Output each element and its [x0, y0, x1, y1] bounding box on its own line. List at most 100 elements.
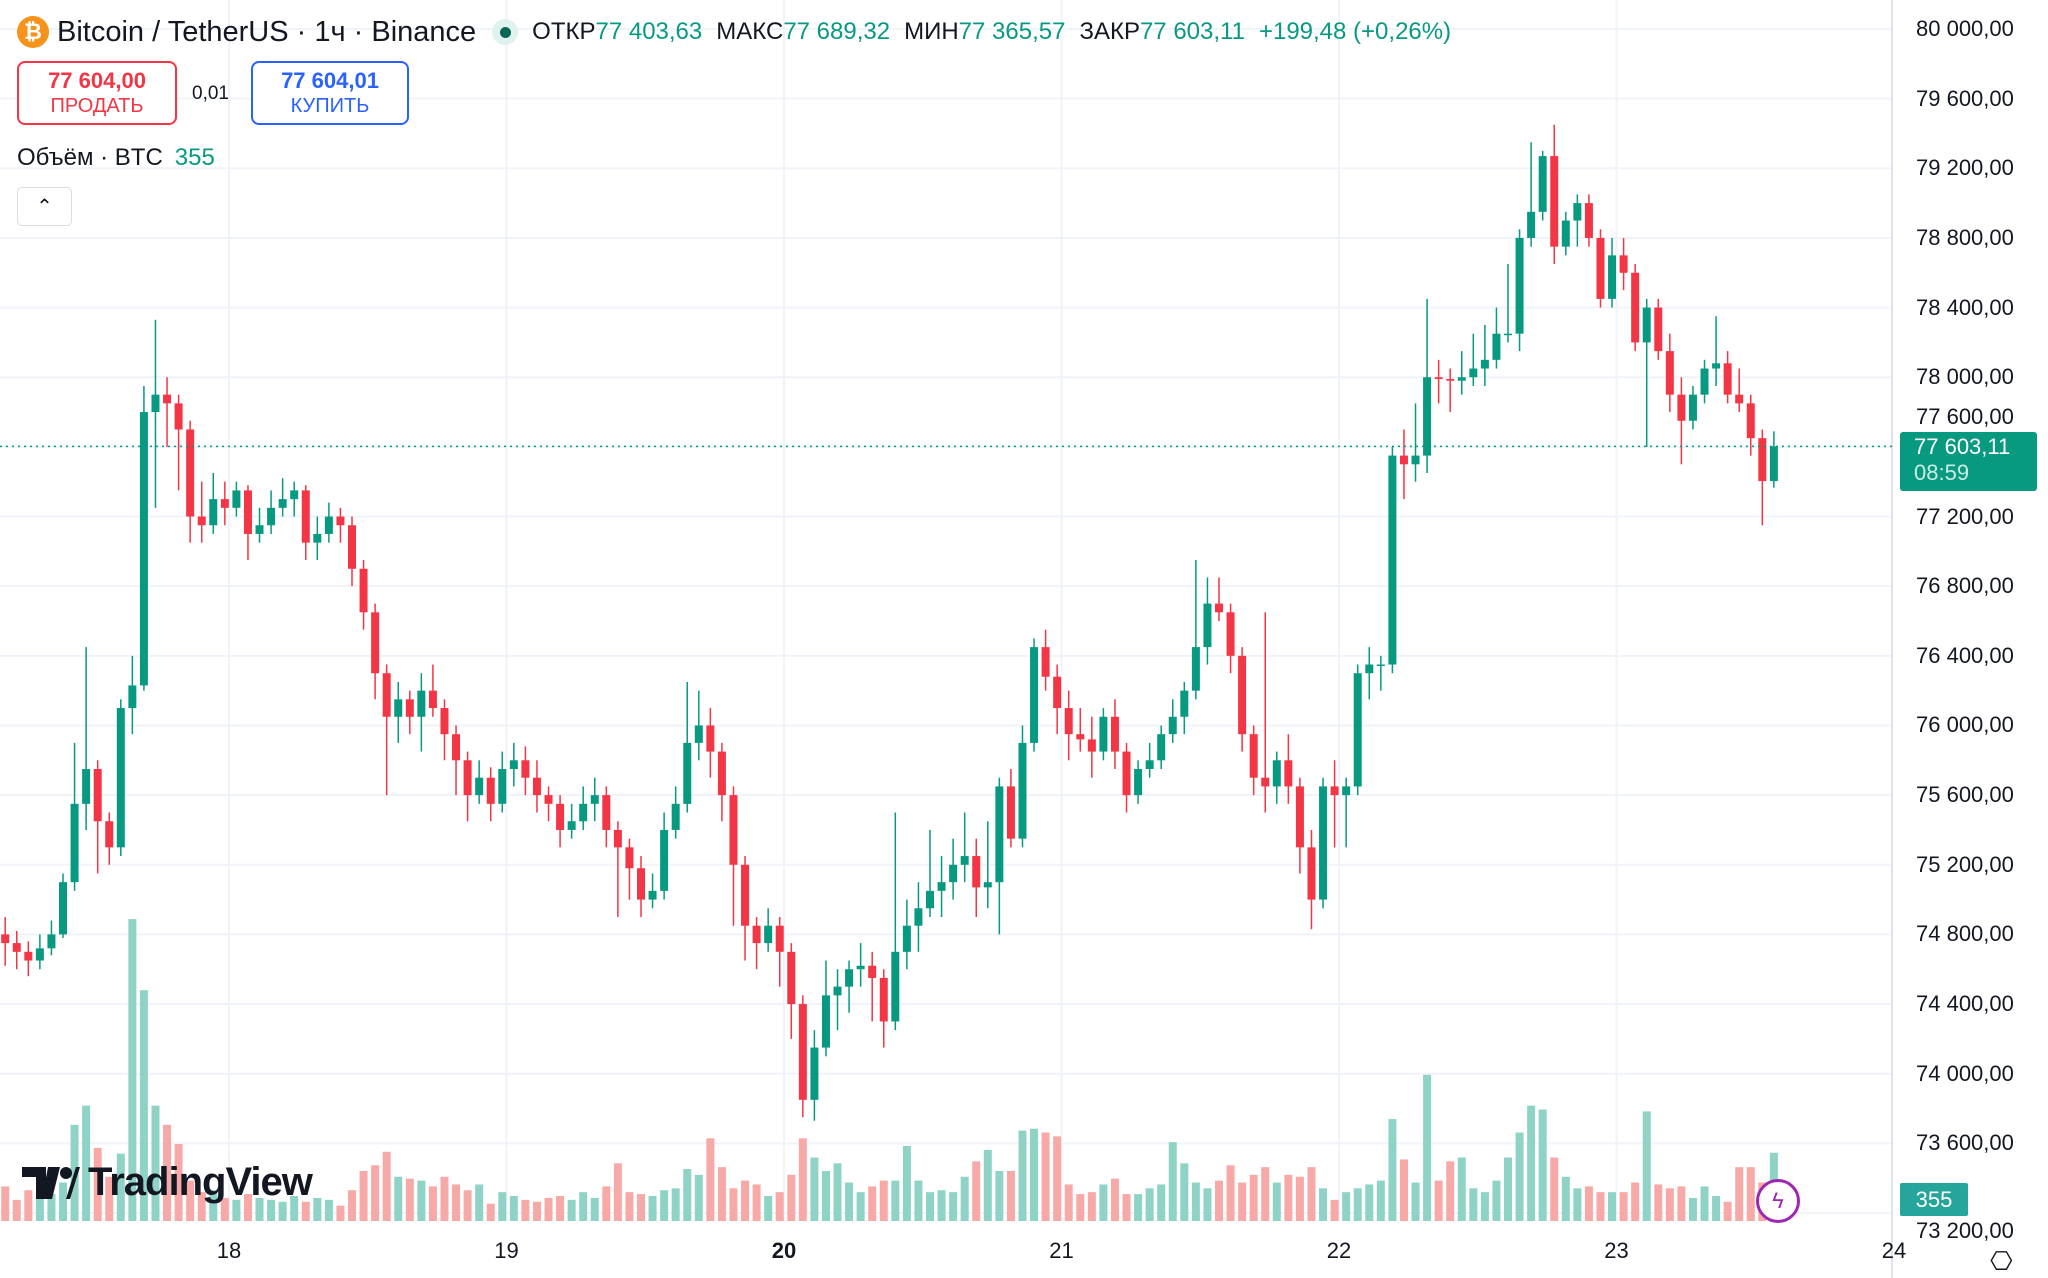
volume-bar [486, 1203, 495, 1221]
volume-bar [891, 1180, 900, 1221]
candle-body [301, 490, 310, 543]
volume-bar [1226, 1165, 1235, 1221]
volume-bar [1399, 1159, 1408, 1221]
volume-bar [937, 1190, 946, 1221]
candle-body [637, 868, 645, 900]
time-tick-label: 18 [216, 1238, 242, 1263]
candle-body [960, 856, 969, 865]
candle-body [856, 965, 865, 970]
candle-body [1099, 716, 1108, 752]
candle-body [197, 516, 206, 526]
price-tick-label: 79 200,00 [1916, 155, 2014, 181]
price-tick-label: 76 800,00 [1916, 573, 2014, 599]
candle-body [1434, 377, 1443, 379]
volume-bar [1504, 1157, 1512, 1221]
candle-body [1157, 734, 1166, 761]
candle-body [613, 829, 622, 848]
candle-body [983, 882, 992, 888]
buy-price: 77 604,01 [281, 68, 379, 93]
candle-body [1446, 378, 1455, 381]
volume-bar [1723, 1201, 1732, 1221]
candle-body [93, 769, 102, 822]
candle-body [405, 699, 414, 717]
candle-body [440, 708, 449, 735]
candle-body [24, 951, 33, 961]
candle-body [1504, 333, 1512, 336]
candle-body [290, 490, 299, 500]
symbol-title[interactable]: Bitcoin / TetherUS · 1ч · Binance [57, 15, 477, 48]
volume-bar [902, 1146, 911, 1221]
volume-bar [972, 1161, 981, 1221]
candle-body [1480, 359, 1489, 369]
candle-body [1168, 716, 1177, 735]
candle-body [267, 507, 276, 526]
candle-body [59, 882, 67, 935]
candle-body [1087, 739, 1096, 752]
brand-name: TradingView [88, 1160, 313, 1204]
volume-bar [821, 1171, 830, 1221]
volume-bar [105, 1176, 114, 1221]
price-tick-label: 74 000,00 [1916, 1060, 2014, 1086]
tradingview-logo[interactable]: TradingView [22, 1160, 313, 1205]
candle-body [648, 890, 657, 900]
candle-body [1388, 455, 1397, 665]
price-tick-label: 78 400,00 [1916, 294, 2014, 320]
volume-bar [255, 1197, 264, 1221]
buy-button[interactable]: 77 604,01 КУПИТЬ [251, 61, 409, 125]
candle-body [1654, 307, 1663, 352]
volume-bar [209, 1190, 218, 1221]
candle-body [220, 499, 229, 508]
volume-bar [220, 1197, 229, 1221]
candle-body [1215, 603, 1223, 613]
candle-body [1307, 847, 1316, 900]
candle-body [463, 760, 472, 796]
last-volume-label: 355 [1900, 1183, 1968, 1216]
volume-bar [47, 1194, 56, 1221]
volume-bar [475, 1184, 484, 1221]
candle-body [12, 943, 21, 952]
volume-legend[interactable]: Объём · BTC 355 [17, 144, 215, 172]
volume-bar [1342, 1192, 1351, 1221]
volume-bar [1480, 1192, 1489, 1221]
volume-bar [775, 1192, 784, 1221]
candle-body [1492, 333, 1501, 360]
price-tick-label: 77 600,00 [1916, 404, 2014, 429]
volume-bar [1388, 1119, 1397, 1221]
settings-icon[interactable]: ⎔ [1990, 1246, 2013, 1276]
volume-bar [845, 1182, 854, 1221]
low-value: 77 365,57 [958, 18, 1066, 45]
volume-bar [1168, 1142, 1177, 1221]
volume-bar [532, 1201, 541, 1221]
volume-bar [139, 990, 148, 1221]
lightning-icon[interactable]: ϟ [1756, 1179, 1800, 1223]
candle-body [232, 490, 241, 508]
candle-body [1030, 647, 1039, 743]
candle-body [660, 829, 669, 891]
volume-bar [336, 1205, 345, 1221]
candle-body [1423, 377, 1432, 456]
sell-label: ПРОДАТЬ [50, 95, 144, 117]
volume-bar [671, 1188, 680, 1221]
open-value: 77 403,63 [595, 18, 703, 45]
candle-body [313, 533, 322, 543]
volume-bar [1145, 1188, 1154, 1221]
collapse-legend-button[interactable]: ⌃ [17, 187, 72, 226]
candle-body [1006, 786, 1015, 839]
last-price-label: 77 603,11 08:59 [1900, 432, 2037, 491]
volume-bar [417, 1180, 426, 1221]
volume-bar [694, 1174, 703, 1221]
candle-body [764, 925, 773, 944]
candle-body [810, 1047, 819, 1100]
market-open-status-icon [492, 19, 519, 45]
sell-button[interactable]: 77 604,00 ПРОДАТЬ [17, 61, 177, 125]
close-label: ЗАКР [1079, 18, 1140, 45]
candle-body [1226, 612, 1235, 656]
volume-bar [151, 1105, 160, 1221]
price-tick-label: 78 000,00 [1916, 364, 2014, 390]
candle-body [1064, 708, 1073, 735]
volume-bar [787, 1174, 796, 1221]
volume-bar [1, 1186, 10, 1221]
volume-bar [741, 1180, 750, 1221]
candle-body [1018, 742, 1027, 839]
